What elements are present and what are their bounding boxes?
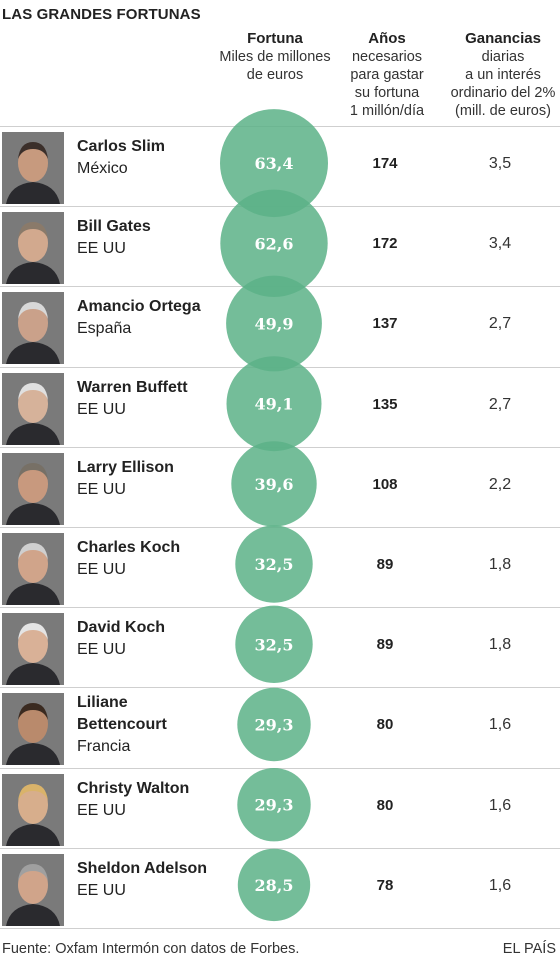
header-anos-line: 1 millón/día [349, 103, 425, 119]
portrait-photo [2, 773, 64, 846]
person-country: España [77, 320, 132, 338]
row-divider [0, 928, 560, 929]
header-anos-title: Años [368, 30, 406, 47]
table-row: Sheldon Adelson EE UU 78 1,6 [0, 849, 560, 929]
header-ganancias-line: ordinario del 2% [450, 85, 556, 101]
portrait-photo [2, 212, 64, 285]
person-country: EE UU [77, 400, 126, 418]
table-row: Charles Koch EE UU 89 1,8 [0, 528, 560, 608]
row-divider [0, 848, 560, 849]
person-name: David Koch [77, 619, 166, 637]
years-value: 137 [372, 315, 398, 333]
header-ganancias-line: a un interés [465, 67, 541, 83]
person-country: Francia [77, 738, 131, 756]
gain-value: 2,7 [488, 395, 512, 413]
header-fortuna: Fortuna Miles de millones de euros [205, 30, 345, 84]
years-value: 135 [372, 395, 398, 413]
portrait-photo [2, 292, 64, 365]
person-name: Warren Buffett [77, 378, 188, 396]
portrait-photo [2, 132, 64, 204]
person-name: Amancio Ortega [77, 298, 201, 316]
table-row: David Koch EE UU 89 1,8 [0, 608, 560, 688]
header-anos-line: su fortuna [354, 85, 420, 101]
table-row: Bill Gates EE UU 172 3,4 [0, 207, 560, 287]
years-value: 80 [376, 796, 394, 814]
portrait-photo [2, 372, 64, 445]
header-ganancias-line: (mill. de euros) [455, 103, 551, 119]
source-note: Fuente: Oxfam Intermón con datos de Forb… [2, 941, 300, 957]
brand-logo: EL PAÍS [502, 941, 556, 957]
person-name: Bettencourt [77, 716, 167, 734]
person-name: Bill Gates [77, 218, 151, 236]
table-row: Christy Walton EE UU 80 1,6 [0, 769, 560, 849]
gain-value: 1,8 [488, 636, 512, 654]
header-fortuna-title: Fortuna [247, 30, 303, 47]
person-name: Carlos Slim [77, 138, 166, 155]
person-name: Christy Walton [77, 779, 190, 797]
table-row: Amancio Ortega España 137 2,7 [0, 287, 560, 367]
person-country: EE UU [77, 240, 126, 258]
portrait-photo [2, 533, 64, 605]
person-country: EE UU [77, 641, 126, 659]
person-country: EE UU [77, 801, 126, 819]
person-name: Sheldon Adelson [77, 859, 208, 877]
person-country: EE UU [77, 480, 126, 498]
years-value: 108 [372, 475, 398, 493]
portrait-photo [2, 693, 64, 766]
header-fortuna-line: Miles de millones [219, 49, 331, 65]
header-ganancias: Ganancias diarias a un interés ordinario… [440, 30, 560, 120]
table-row: Carlos Slim México 174 3,5 [0, 127, 560, 207]
years-value: 80 [376, 716, 394, 734]
years-value: 174 [372, 155, 398, 172]
person-country: EE UU [77, 881, 126, 899]
table-row: Warren Buffett EE UU 135 2,7 [0, 368, 560, 448]
person-name: Liliane [77, 694, 128, 712]
person-country: EE UU [77, 561, 126, 578]
chart-title: LAS GRANDES FORTUNAS [2, 6, 201, 23]
gain-value: 1,6 [488, 876, 512, 894]
years-value: 172 [372, 235, 398, 253]
person-name: Charles Koch [77, 539, 181, 556]
years-value: 89 [376, 556, 394, 573]
years-value: 78 [376, 876, 394, 894]
person-name: Larry Ellison [77, 458, 174, 476]
header-anos: Años necesarios para gastar su fortuna 1… [335, 30, 439, 120]
gain-value: 1,6 [488, 716, 512, 734]
table-row: Larry Ellison EE UU 108 2,2 [0, 448, 560, 528]
gain-value: 3,4 [488, 235, 512, 253]
gain-value: 1,6 [488, 796, 512, 814]
header-fortuna-line: de euros [246, 67, 304, 83]
row-divider [0, 687, 560, 688]
header-ganancias-title: Ganancias [465, 30, 541, 47]
gain-value: 2,2 [488, 475, 512, 493]
header-anos-line: para gastar [350, 67, 424, 83]
header-ganancias-line: diarias [481, 49, 525, 65]
gain-value: 2,7 [488, 315, 512, 333]
gain-value: 1,8 [488, 556, 512, 573]
portrait-photo [2, 853, 64, 926]
person-country: México [77, 160, 128, 177]
portrait-photo [2, 452, 64, 525]
header-anos-line: necesarios [351, 49, 423, 65]
portrait-photo [2, 613, 64, 686]
table-row: Liliane Bettencourt Francia 80 1,6 [0, 688, 560, 768]
years-value: 89 [376, 636, 394, 654]
gain-value: 3,5 [488, 155, 512, 172]
